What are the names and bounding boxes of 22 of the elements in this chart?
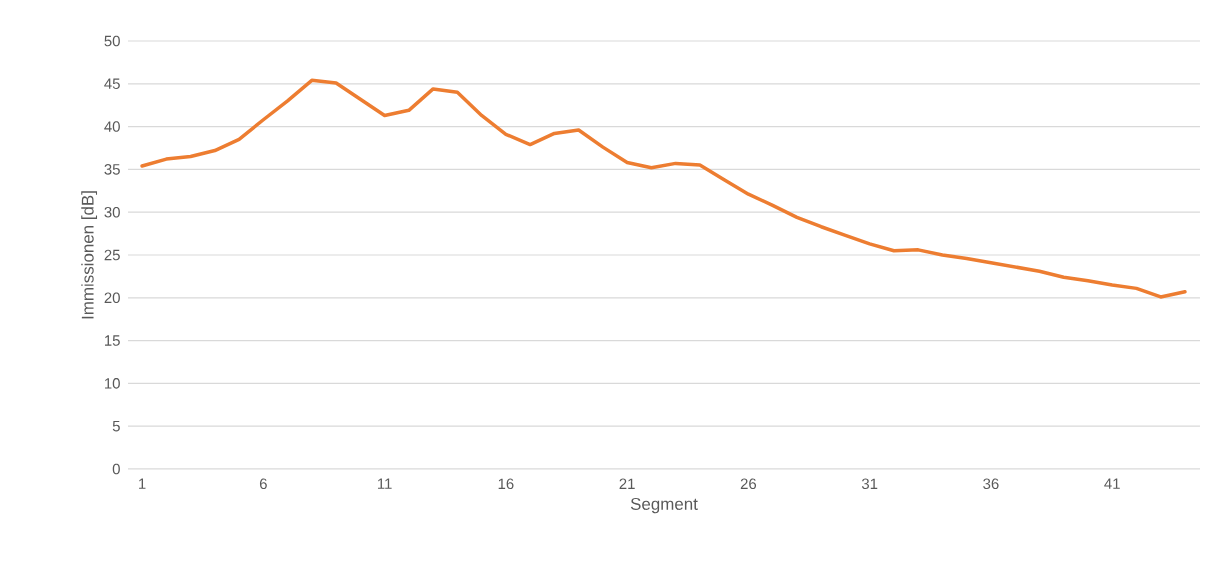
x-tick-label: 26 — [740, 478, 757, 490]
x-tick-label: 11 — [377, 478, 392, 489]
y-tick-label: 30 — [104, 206, 120, 218]
y-tick-label: 20 — [104, 292, 120, 304]
y-tick-label: 15 — [105, 335, 120, 346]
y-tick-label: 5 — [112, 420, 120, 432]
x-tick-label: 16 — [498, 478, 514, 490]
x-tick-label: 21 — [619, 478, 635, 489]
x-tick-label: 41 — [1104, 478, 1120, 489]
x-axis-title: Segment — [630, 497, 698, 514]
y-tick-label: 35 — [104, 164, 120, 175]
x-tick-label: 6 — [259, 478, 267, 490]
x-tick-label: 36 — [983, 478, 999, 490]
y-tick-label: 10 — [105, 378, 120, 389]
y-tick-label: 25 — [104, 249, 120, 261]
y-tick-label: 0 — [112, 463, 120, 475]
x-tick-label: 1 — [139, 478, 146, 489]
y-tick-label: 50 — [104, 35, 120, 47]
y-axis-title: Immissionen [dB] — [81, 191, 98, 319]
y-tick-label: 45 — [104, 78, 120, 89]
y-tick-label: 40 — [104, 121, 120, 132]
x-tick-label: 31 — [861, 478, 878, 490]
